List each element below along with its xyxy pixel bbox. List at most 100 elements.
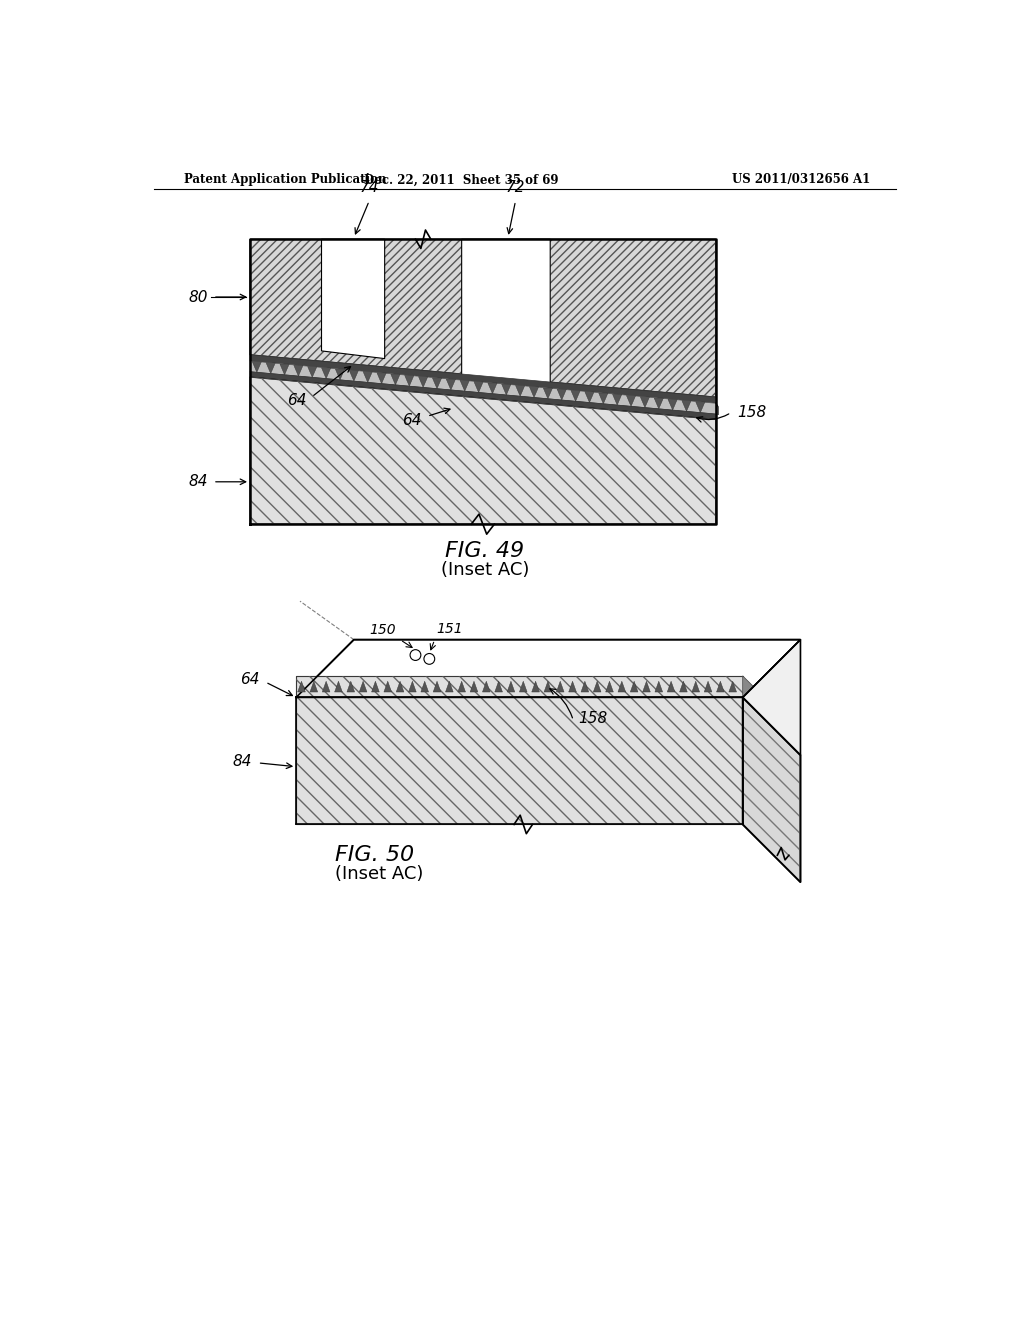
Polygon shape	[296, 640, 801, 697]
Polygon shape	[487, 383, 497, 393]
Polygon shape	[617, 681, 626, 692]
Polygon shape	[250, 372, 716, 420]
Polygon shape	[544, 388, 553, 399]
Polygon shape	[323, 681, 330, 692]
Polygon shape	[507, 681, 515, 692]
Polygon shape	[296, 681, 742, 692]
Polygon shape	[599, 393, 608, 404]
Polygon shape	[432, 378, 441, 388]
Polygon shape	[409, 681, 416, 692]
Polygon shape	[322, 239, 385, 359]
Polygon shape	[682, 400, 691, 412]
Polygon shape	[336, 370, 345, 380]
Text: 151: 151	[436, 622, 463, 636]
Polygon shape	[250, 239, 716, 397]
Polygon shape	[519, 681, 527, 692]
Polygon shape	[322, 368, 331, 379]
Polygon shape	[640, 397, 649, 408]
Polygon shape	[515, 385, 524, 396]
Polygon shape	[335, 681, 342, 692]
Polygon shape	[296, 676, 742, 681]
Polygon shape	[643, 681, 650, 692]
Polygon shape	[294, 366, 303, 376]
Text: 72: 72	[506, 180, 525, 194]
Polygon shape	[250, 378, 716, 524]
Polygon shape	[612, 395, 622, 405]
Text: FIG. 50: FIG. 50	[335, 845, 414, 865]
Polygon shape	[250, 360, 716, 414]
Text: 80: 80	[188, 289, 208, 305]
Polygon shape	[654, 399, 664, 409]
Polygon shape	[692, 681, 699, 692]
Polygon shape	[544, 681, 552, 692]
Polygon shape	[396, 681, 403, 692]
Polygon shape	[391, 374, 400, 385]
Polygon shape	[445, 681, 454, 692]
Text: 64: 64	[402, 413, 422, 428]
Polygon shape	[349, 371, 358, 381]
Polygon shape	[742, 697, 801, 882]
Polygon shape	[495, 681, 503, 692]
Polygon shape	[266, 363, 275, 374]
Polygon shape	[296, 676, 742, 825]
Text: 74: 74	[359, 180, 379, 194]
Polygon shape	[474, 381, 483, 392]
Polygon shape	[680, 681, 687, 692]
Polygon shape	[250, 355, 716, 404]
Polygon shape	[695, 401, 705, 413]
Polygon shape	[655, 681, 663, 692]
Polygon shape	[364, 372, 373, 383]
Polygon shape	[571, 391, 581, 401]
Circle shape	[424, 653, 435, 664]
Polygon shape	[593, 681, 601, 692]
Polygon shape	[556, 681, 564, 692]
Text: Dec. 22, 2011  Sheet 35 of 69: Dec. 22, 2011 Sheet 35 of 69	[365, 173, 559, 186]
Polygon shape	[729, 681, 736, 692]
Text: 64: 64	[241, 672, 260, 688]
Polygon shape	[298, 681, 305, 692]
Polygon shape	[531, 681, 540, 692]
Text: (Inset AC): (Inset AC)	[440, 561, 529, 578]
Polygon shape	[372, 681, 379, 692]
Polygon shape	[581, 681, 589, 692]
Text: 64: 64	[287, 393, 306, 408]
Polygon shape	[421, 681, 429, 692]
Polygon shape	[502, 384, 511, 395]
Polygon shape	[742, 640, 801, 755]
Polygon shape	[605, 681, 613, 692]
Text: 84: 84	[188, 474, 208, 490]
Polygon shape	[296, 692, 742, 697]
Polygon shape	[458, 681, 466, 692]
Polygon shape	[742, 676, 801, 755]
Text: 158: 158	[579, 710, 608, 726]
Polygon shape	[419, 376, 428, 388]
Polygon shape	[307, 367, 316, 378]
Polygon shape	[377, 372, 386, 384]
Polygon shape	[568, 681, 577, 692]
Polygon shape	[705, 681, 712, 692]
Polygon shape	[717, 681, 724, 692]
Polygon shape	[384, 681, 391, 692]
Text: 84: 84	[232, 754, 252, 768]
Text: (Inset AC): (Inset AC)	[335, 865, 423, 883]
Polygon shape	[280, 364, 289, 375]
Polygon shape	[446, 379, 456, 389]
Polygon shape	[310, 681, 317, 692]
Polygon shape	[252, 362, 261, 372]
Polygon shape	[359, 681, 367, 692]
Polygon shape	[460, 380, 469, 391]
Text: 158: 158	[737, 405, 767, 420]
Text: FIG. 49: FIG. 49	[445, 541, 524, 561]
Text: 150: 150	[370, 623, 396, 638]
Polygon shape	[404, 375, 414, 387]
Polygon shape	[585, 392, 594, 403]
Polygon shape	[668, 681, 675, 692]
Polygon shape	[433, 681, 441, 692]
Polygon shape	[482, 681, 490, 692]
Polygon shape	[668, 400, 677, 411]
Polygon shape	[470, 681, 478, 692]
Polygon shape	[529, 387, 539, 397]
Polygon shape	[462, 239, 550, 391]
Circle shape	[410, 649, 421, 660]
Text: US 2011/0312656 A1: US 2011/0312656 A1	[731, 173, 869, 186]
